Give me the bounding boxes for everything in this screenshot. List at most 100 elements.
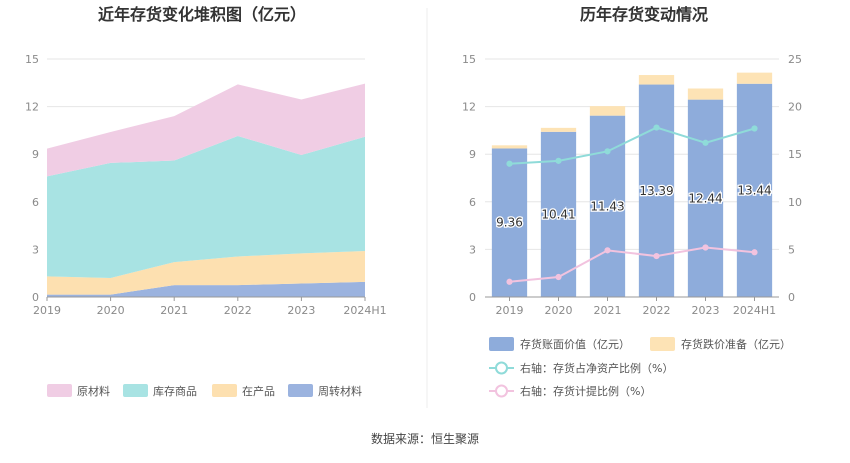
legend-label: 存货跌价准备（亿元） <box>681 337 791 351</box>
legend-item-右轴：存货占净资产比例（%）[interactable]: 右轴：存货占净资产比例（%） <box>489 361 673 375</box>
left-area-series <box>47 83 365 297</box>
right-line-series <box>506 124 758 285</box>
right-x-tick-label: 2024H1 <box>733 304 776 317</box>
inventory-bar-line-chart: 历年存货变动情况 9.36 10.41 11.43 13.39 12.44 13.44 0… <box>462 5 802 398</box>
legend-label: 右轴：存货占净资产比例（%） <box>520 361 673 375</box>
line-point <box>506 278 513 285</box>
left-y-tick-label: 12 <box>25 101 39 114</box>
area-series-原材料 <box>47 83 365 177</box>
legend-label: 在产品 <box>242 384 275 398</box>
legend-marker <box>495 384 508 398</box>
legend-label: 右轴：存货计提比例（%） <box>520 384 651 398</box>
legend-marker <box>495 361 508 375</box>
stacked-area-chart: 近年存货变化堆积图（亿元） 0 3 6 9 12 15 2019 2020 2021 2022 20… <box>25 5 387 398</box>
bar-value-label: 13.44 <box>737 183 771 197</box>
bar-存货账面价值（亿元） <box>638 84 675 297</box>
left-x-tick-label: 2024H1 <box>343 304 386 317</box>
left-x-tick-label: 2019 <box>33 304 61 317</box>
legend-swatch <box>212 384 237 397</box>
right-grid <box>485 58 779 298</box>
bar-存货跌价准备（亿元） <box>638 75 675 85</box>
bar-value-label: 11.43 <box>590 199 624 213</box>
line-point <box>555 273 562 281</box>
line-point <box>653 124 660 131</box>
left-y-tick-label: 0 <box>32 291 39 304</box>
area-series-周转材料 <box>47 281 365 297</box>
right-y-tick-label: 3 <box>469 243 476 256</box>
line-point <box>702 139 709 146</box>
legend-item-右轴：存货计提比例（%）[interactable]: 右轴：存货计提比例（%） <box>489 384 651 398</box>
right-y-tick-label: 15 <box>462 53 476 66</box>
left-axis: 0 3 6 9 12 15 2019 2020 2021 2022 2023 2024H1 <box>25 53 387 317</box>
bar-存货账面价值（亿元） <box>491 148 528 297</box>
data-source: 数据来源：恒生聚源 <box>371 431 479 446</box>
line-point <box>653 252 660 260</box>
line-point <box>604 247 611 254</box>
line-右轴：存货计提比例（%） <box>509 246 755 283</box>
area-series-在产品 <box>47 250 365 295</box>
line-point <box>751 125 758 132</box>
right-x-tick-label: 2020 <box>545 304 573 317</box>
bar-value-label: 9.36 <box>496 216 523 230</box>
legend-item-原材料[interactable]: 原材料 <box>47 384 110 398</box>
right-y2-tick-label: 25 <box>788 53 802 66</box>
bar-存货账面价值（亿元） <box>736 83 773 297</box>
legend-item-在产品[interactable]: 在产品 <box>212 384 275 398</box>
line-右轴：存货占净资产比例（%） <box>509 126 755 165</box>
bar-存货跌价准备（亿元） <box>491 145 528 149</box>
legend-label: 原材料 <box>77 384 110 398</box>
right-y2-tick-label: 5 <box>788 243 795 256</box>
left-legend[interactable]: 原材料 库存商品 在产品 周转材料 <box>47 384 362 398</box>
line-point <box>751 249 758 256</box>
bar-value-label: 12.44 <box>688 191 722 205</box>
right-x-tick-label: 2022 <box>643 304 671 317</box>
left-y-tick-label: 3 <box>32 243 39 256</box>
bar-存货跌价准备（亿元） <box>540 127 577 132</box>
legend-label: 库存商品 <box>153 384 197 398</box>
right-y2-tick-label: 0 <box>788 291 795 304</box>
legend-swatch <box>288 384 313 397</box>
legend-label: 周转材料 <box>318 384 362 398</box>
right-y-tick-label: 0 <box>469 291 476 304</box>
bar-存货跌价准备（亿元） <box>736 72 773 84</box>
right-x-tick-label: 2023 <box>692 304 720 317</box>
line-point <box>604 148 611 155</box>
legend-swatch <box>47 384 72 397</box>
left-x-tick-label: 2023 <box>287 304 315 317</box>
right-axis: 0 3 6 9 12 15 0 5 10 15 20 25 2019 2020 2021 2022 2023 20… <box>462 53 802 317</box>
right-x-tick-label: 2021 <box>594 304 622 317</box>
left-x-tick-label: 2020 <box>97 304 125 317</box>
bar-value-label: 13.39 <box>639 184 673 198</box>
area-series-库存商品 <box>47 135 365 278</box>
left-x-tick-label: 2021 <box>160 304 188 317</box>
right-bar-series: 9.36 10.41 11.43 13.39 12.44 13.44 <box>491 72 773 297</box>
legend-item-存货跌价准备（亿元）[interactable]: 存货跌价准备（亿元） <box>650 337 791 351</box>
right-y-tick-label: 9 <box>469 148 476 161</box>
legend-swatch <box>650 337 675 351</box>
bar-存货账面价值（亿元） <box>687 99 724 297</box>
left-x-tick-label: 2022 <box>224 304 252 317</box>
legend-item-库存商品[interactable]: 库存商品 <box>123 384 197 398</box>
legend-swatch <box>123 384 148 397</box>
bar-存货跌价准备（亿元） <box>589 106 626 116</box>
left-y-tick-label: 9 <box>32 148 39 161</box>
right-x-tick-label: 2019 <box>496 304 524 317</box>
left-y-tick-label: 15 <box>25 53 39 66</box>
right-y2-tick-label: 20 <box>788 101 802 114</box>
right-y2-tick-label: 15 <box>788 148 802 161</box>
right-chart-title: 历年存货变动情况 <box>580 5 708 24</box>
left-y-tick-label: 6 <box>32 196 39 209</box>
right-y2-tick-label: 10 <box>788 196 802 209</box>
right-legend[interactable]: 存货账面价值（亿元） 存货跌价准备（亿元） 右轴：存货占净资产比例（%） 右轴：存货计… <box>489 337 791 398</box>
right-y-tick-label: 6 <box>469 196 476 209</box>
bar-value-label: 10.41 <box>541 207 575 221</box>
legend-item-存货账面价值（亿元）[interactable]: 存货账面价值（亿元） <box>489 337 630 351</box>
line-point <box>506 160 513 167</box>
legend-item-周转材料[interactable]: 周转材料 <box>288 384 362 398</box>
line-point <box>702 244 709 251</box>
left-chart-title: 近年存货变化堆积图（亿元） <box>98 5 306 24</box>
legend-label: 存货账面价值（亿元） <box>520 337 630 351</box>
legend-swatch <box>489 337 514 351</box>
right-y-tick-label: 12 <box>462 101 476 114</box>
